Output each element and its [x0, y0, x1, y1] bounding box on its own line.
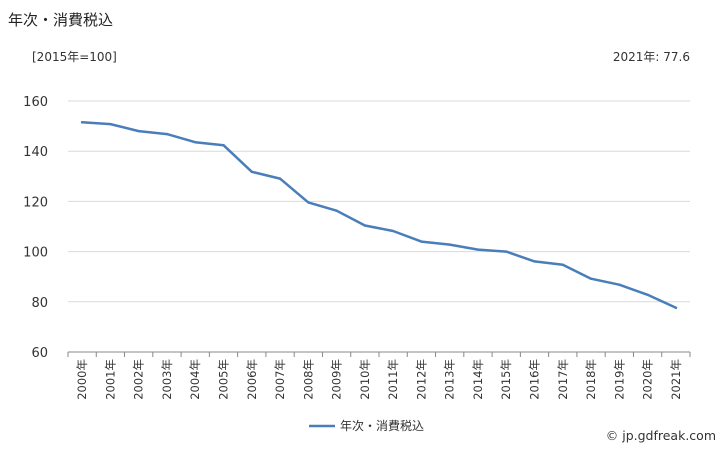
x-tick-label: 2008年 [301, 359, 315, 400]
y-tick-label: 80 [31, 296, 48, 311]
data-point [222, 143, 225, 147]
latest-value-label: 2021年: 77.6 [612, 50, 690, 64]
y-tick-labels: 60 80 100 120 140 160 [23, 95, 48, 361]
data-point [307, 201, 310, 204]
x-tick-label: 2012年 [414, 359, 428, 400]
x-tick-label: 2009年 [330, 359, 344, 400]
data-point [80, 121, 84, 124]
x-tick-labels: 2000年 2001年 2002年 2003年 2004年 2005年 2006年 2007年… [75, 359, 683, 400]
data-point [137, 129, 140, 133]
data-point [646, 293, 649, 296]
legend-label: 年次・消費税込 [340, 418, 424, 433]
x-tick-label: 2011年 [386, 359, 400, 400]
data-point [618, 283, 621, 286]
y-tick-label: 140 [23, 145, 48, 160]
data-point [505, 250, 508, 253]
x-tick-label: 2017年 [556, 359, 570, 400]
data-point [674, 306, 678, 310]
x-tick-label: 2004年 [188, 359, 202, 400]
x-tick-label: 2021年 [669, 359, 683, 400]
y-tick-label: 60 [31, 346, 48, 361]
data-point [391, 229, 395, 233]
data-point [109, 122, 112, 126]
data-point [589, 277, 593, 280]
data-point [448, 243, 451, 246]
x-tick-label: 2016年 [528, 359, 542, 400]
x-tick-label: 2013年 [443, 359, 457, 400]
x-tick-label: 2010年 [358, 359, 372, 400]
chart-title: 年次・消費税込 [8, 11, 114, 29]
axes [67, 351, 691, 357]
x-tick-label: 2003年 [160, 359, 174, 400]
unit-label: [2015年=100] [32, 50, 117, 64]
data-point [420, 240, 423, 243]
data-point [194, 140, 197, 144]
series-layer [80, 121, 678, 310]
y-tick-label: 100 [23, 246, 48, 261]
x-tick-label: 2020年 [641, 359, 655, 400]
x-tick-label: 2005年 [217, 359, 231, 400]
data-point [533, 260, 536, 263]
y-tick-label: 120 [23, 195, 48, 210]
x-tick-label: 2002年 [132, 359, 146, 400]
series-line-0 [80, 121, 678, 310]
data-point [250, 170, 253, 173]
data-point [278, 177, 282, 180]
x-tick-label: 2007年 [273, 359, 287, 400]
grid-lines [68, 100, 690, 303]
source-credit: © jp.gdfreak.com [605, 428, 716, 443]
data-point [335, 209, 338, 212]
y-tick-label: 160 [23, 95, 48, 110]
data-point [561, 263, 564, 266]
x-tick-label: 2000年 [75, 359, 89, 400]
x-tick-label: 2006年 [245, 359, 259, 400]
x-tick-label: 2019年 [612, 359, 626, 400]
data-point [476, 248, 480, 251]
x-tick-label: 2014年 [471, 359, 485, 400]
data-point [363, 224, 367, 227]
x-tick-label: 2015年 [499, 359, 513, 400]
data-point [165, 132, 169, 136]
x-tick-label: 2018年 [584, 359, 598, 400]
x-tick-label: 2001年 [103, 359, 117, 400]
legend: 年次・消費税込 [309, 418, 424, 433]
